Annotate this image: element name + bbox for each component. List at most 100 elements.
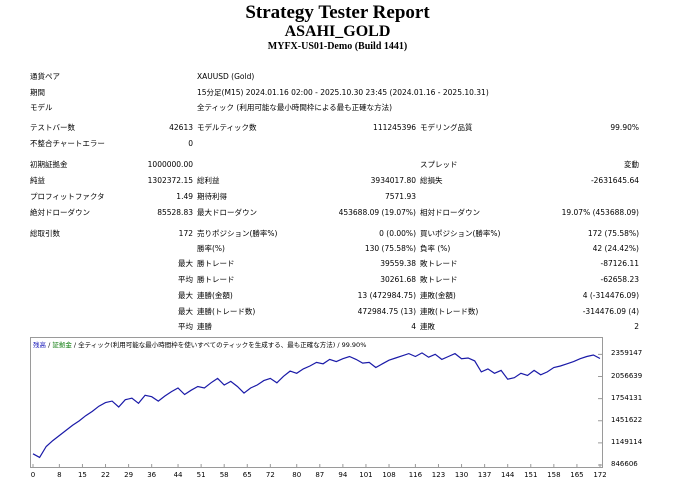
rel-drawdown-label: 相対ドローダウン — [420, 208, 480, 217]
win-rate-label: 勝率(%) — [197, 244, 225, 253]
legend-model-note: / 全ティック(利用可能な最小時間枠を使いすべてのティックを生成する、最も正確な… — [73, 341, 336, 349]
short-positions-value: 0 (0.00%) — [379, 229, 416, 238]
bars-value: 42613 — [169, 123, 193, 132]
x-tick-label: 58 — [219, 471, 229, 479]
x-tick-label: 108 — [382, 471, 396, 479]
consec-wins-cnt-label: 連勝(トレード数) — [197, 307, 256, 316]
consec-wins-amt-value: 13 (472984.75) — [357, 291, 416, 300]
x-tick-label: 151 — [524, 471, 538, 479]
avg-loss-value: -62658.23 — [600, 275, 640, 284]
consec-losses-amt-label: 連敗(金額) — [420, 291, 456, 300]
x-tick-label: 22 — [101, 471, 110, 479]
mismatch-value: 0 — [188, 139, 193, 148]
max-consec-cnt-label: 最大 — [178, 307, 193, 316]
x-tick-label: 44 — [173, 471, 183, 479]
x-tick-label: 65 — [242, 471, 252, 479]
y-tick-label: 2359147 — [611, 349, 643, 358]
ticks-value: 111245396 — [373, 123, 416, 132]
x-tick-label: 87 — [315, 471, 325, 479]
x-tick-label: 72 — [265, 471, 275, 479]
avg-consec-wins-label: 連勝 — [197, 322, 212, 331]
abs-drawdown-value: 85528.83 — [157, 208, 193, 217]
model-label: モデル — [30, 103, 53, 112]
chart-legend: 残高 / 証拠金 / 全ティック(利用可能な最小時間枠を使いすべてのティックを生… — [33, 339, 366, 349]
consec-losses-cnt-label: 連敗(トレード数) — [420, 307, 479, 316]
expected-payoff-label: 期待利得 — [197, 192, 227, 201]
balance-chart: 残高 / 証拠金 / 全ティック(利用可能な最小時間枠を使いすべてのティックを生… — [30, 337, 603, 468]
x-tick-label: 8 — [57, 471, 62, 479]
y-tick-label: 1451622 — [611, 415, 643, 424]
long-positions-label: 買いポジション(勝率%) — [420, 229, 501, 238]
max-consec-amt-label: 最大 — [178, 291, 193, 300]
avg-loss-label: 敗トレード — [420, 275, 458, 284]
x-tick-label: 36 — [147, 471, 157, 479]
x-tick-label: 51 — [196, 471, 206, 479]
deposit-value: 1000000.00 — [147, 160, 193, 169]
x-tick-label: 144 — [501, 471, 515, 479]
currency-pair-value: XAUUSD (Gold) — [197, 72, 255, 81]
ticks-label: モデルティック数 — [197, 123, 257, 132]
avg-win-label: 勝トレード — [197, 275, 235, 284]
max-loss-label: 敗トレード — [420, 259, 458, 268]
total-trades-label: 総取引数 — [30, 229, 60, 238]
symbol-name: ASAHI_GOLD — [284, 23, 391, 40]
max-drawdown-label: 最大ドローダウン — [197, 208, 257, 217]
consec-wins-amt-label: 連勝(金額) — [197, 291, 233, 300]
quality-label: モデリング品質 — [420, 123, 473, 132]
report-title: Strategy Tester Report — [245, 2, 430, 23]
short-positions-label: 売りポジション(勝率%) — [197, 229, 278, 238]
spread-value: 変動 — [624, 160, 639, 169]
x-tick-label: 101 — [359, 471, 373, 479]
avg-consec-losses-label: 連敗 — [420, 322, 435, 331]
x-tick-label: 29 — [124, 471, 134, 479]
y-tick-label: 2056639 — [611, 371, 643, 380]
win-rate-value: 130 (75.58%) — [364, 244, 416, 253]
max-label: 最大 — [178, 259, 193, 268]
rel-drawdown-value: 19.07% (453688.09) — [561, 208, 639, 217]
y-tick-label: 846606 — [611, 460, 638, 468]
x-tick-label: 94 — [338, 471, 348, 479]
spread-label: スプレッド — [420, 160, 458, 169]
total-trades-value: 172 — [178, 229, 193, 238]
legend-balance: 残高 — [33, 341, 46, 349]
net-label: 純益 — [30, 176, 45, 185]
period-value: 15分足(M15) 2024.01.16 02:00 - 2025.10.30 … — [197, 88, 489, 97]
legend-separator: / — [46, 341, 53, 349]
loss-rate-value: 42 (24.42%) — [592, 244, 639, 253]
model-value: 全ティック (利用可能な最小時間枠による最も正確な方法) — [197, 103, 393, 112]
server-build: MYFX-US01-Demo (Build 1441) — [267, 41, 408, 52]
chart-plot — [32, 352, 602, 467]
expected-payoff-value: 7571.93 — [384, 192, 416, 201]
quality-value: 99.90% — [610, 123, 639, 132]
net-value: 1302372.15 — [147, 176, 193, 185]
mismatch-label: 不整合チャートエラー — [30, 139, 105, 148]
x-tick-label: 172 — [593, 471, 607, 479]
profit-factor-label: プロフィットファクタ — [30, 192, 105, 201]
avg-consec-wins-value: 4 — [411, 322, 416, 331]
balance-line — [32, 352, 601, 459]
abs-drawdown-label: 絶対ドローダウン — [30, 208, 90, 217]
gross-profit-label: 総利益 — [197, 176, 220, 185]
x-tick-label: 80 — [292, 471, 302, 479]
loss-rate-label: 負率 (%) — [420, 244, 451, 253]
avg-consec-label: 平均 — [178, 322, 193, 331]
x-tick-label: 137 — [477, 471, 492, 479]
max-drawdown-value: 453688.09 (19.07%) — [338, 208, 416, 217]
x-tick-label: 15 — [77, 471, 87, 479]
currency-pair-label: 通貨ペア — [30, 72, 60, 81]
legend-equity: 証拠金 — [52, 341, 72, 349]
x-tick-label: 116 — [408, 471, 423, 479]
profit-factor-value: 1.49 — [176, 192, 193, 201]
gross-loss-label: 総損失 — [420, 176, 443, 185]
x-tick-label: 130 — [454, 471, 469, 479]
x-tick-label: 123 — [431, 471, 446, 479]
deposit-label: 初期証拠金 — [30, 160, 68, 169]
legend-quality: / 99.90% — [337, 341, 367, 349]
long-positions-value: 172 (75.58%) — [587, 229, 639, 238]
consec-losses-cnt-value: -314476.09 (4) — [582, 307, 639, 316]
avg-label: 平均 — [178, 275, 193, 284]
gross-loss-value: -2631645.64 — [590, 176, 639, 185]
avg-consec-losses-value: 2 — [634, 322, 639, 331]
x-tick-label: 0 — [30, 471, 36, 479]
x-tick-label: 165 — [570, 471, 584, 479]
